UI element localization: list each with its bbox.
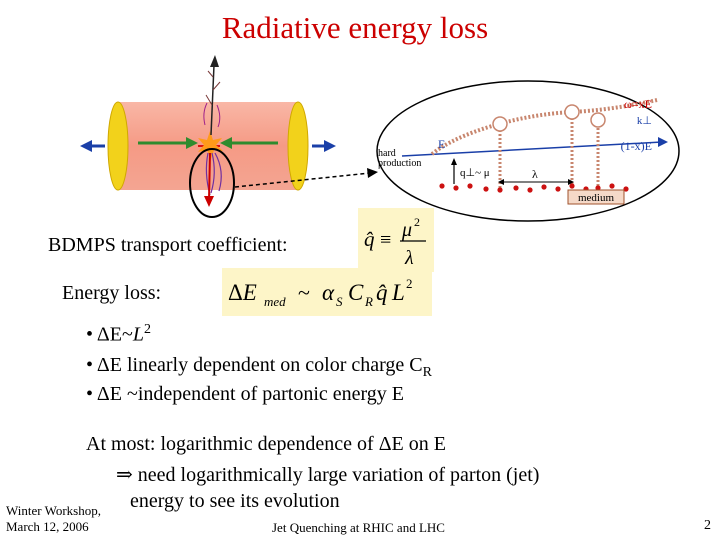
parton-arrow bbox=[658, 137, 668, 147]
bdmps-label: BDMPS transport coefficient: bbox=[48, 234, 288, 256]
qhat-equation-box: q̂ ≡ μ 2 λ bbox=[358, 208, 434, 272]
energy-loss-equation-box: ΔE med ~ α S C R q̂ L 2 bbox=[222, 268, 432, 316]
energy-loss-equation: ΔE med ~ α S C R q̂ L 2 bbox=[228, 276, 413, 309]
jet-highlight-ellipse bbox=[189, 148, 235, 218]
svg-text:ΔE: ΔE bbox=[228, 280, 257, 305]
e-label: E bbox=[438, 137, 445, 151]
svg-text:med: med bbox=[264, 294, 286, 309]
omega-label: ω=xE bbox=[624, 97, 652, 111]
conclusion-line-2: ⇒ need logarithmically large variation o… bbox=[116, 464, 540, 486]
svg-text:2: 2 bbox=[414, 215, 420, 229]
right-green-arrow bbox=[220, 137, 232, 149]
collision-burst bbox=[198, 131, 223, 159]
footer-date: March 12, 2006 bbox=[6, 519, 89, 534]
down-jet-arrow bbox=[204, 196, 214, 207]
cylinder-left-cap bbox=[107, 101, 129, 191]
bullet-3: • ΔE ~independent of partonic energy E bbox=[86, 383, 405, 405]
up-jet-arrow bbox=[210, 55, 219, 67]
medium-label-box bbox=[567, 189, 625, 205]
k-perp-label: k⊥ bbox=[637, 115, 652, 127]
svg-text:α: α bbox=[322, 280, 335, 305]
hard-label: hard bbox=[378, 148, 396, 159]
svg-text:≡: ≡ bbox=[380, 229, 391, 251]
production-label: production bbox=[378, 158, 421, 169]
footer-title: Jet Quenching at RHIC and LHC bbox=[272, 520, 445, 535]
energy-loss-label: Energy loss: bbox=[62, 282, 162, 304]
conclusion-line-3: energy to see its evolution bbox=[130, 490, 340, 512]
gluon-radiation-diagram: ω=xE k⊥ hard production E (1-x)E q⊥~ μ λ… bbox=[376, 80, 680, 222]
cylinder-right-cap bbox=[287, 101, 309, 191]
svg-text:μ: μ bbox=[401, 219, 412, 241]
medium-label: medium bbox=[578, 192, 614, 204]
svg-text:L: L bbox=[391, 280, 405, 305]
svg-text:~: ~ bbox=[298, 280, 310, 305]
left-green-arrow bbox=[186, 137, 198, 149]
bullet-1: • ΔE~L2 bbox=[86, 322, 151, 346]
footer-event: Winter Workshop, bbox=[6, 503, 101, 518]
left-blue-arrow bbox=[80, 140, 92, 152]
bullet-2: • ΔE linearly dependent on color charge … bbox=[86, 354, 432, 380]
conclusion-line-1: At most: logarithmic dependence of ΔE on… bbox=[86, 433, 446, 455]
svg-text:q̂: q̂ bbox=[364, 227, 375, 251]
q-perp-label: q⊥~ μ bbox=[460, 167, 490, 179]
slide-title: Radiative energy loss bbox=[221, 10, 489, 45]
svg-text:S: S bbox=[336, 294, 343, 309]
medium-cylinder-illustration bbox=[80, 55, 378, 218]
page-number: 2 bbox=[704, 518, 711, 533]
svg-text:λ: λ bbox=[404, 247, 414, 269]
right-blue-arrow bbox=[324, 140, 336, 152]
lambda-label: λ bbox=[532, 167, 538, 181]
svg-text:2: 2 bbox=[406, 276, 413, 291]
svg-text:C: C bbox=[348, 280, 364, 305]
one-minus-x-label: (1-x)E bbox=[621, 139, 652, 153]
dashed-connector bbox=[234, 172, 371, 188]
svg-text:R: R bbox=[364, 294, 373, 309]
qhat-equation: q̂ ≡ μ 2 λ bbox=[364, 215, 426, 269]
svg-text:q̂: q̂ bbox=[376, 280, 388, 305]
